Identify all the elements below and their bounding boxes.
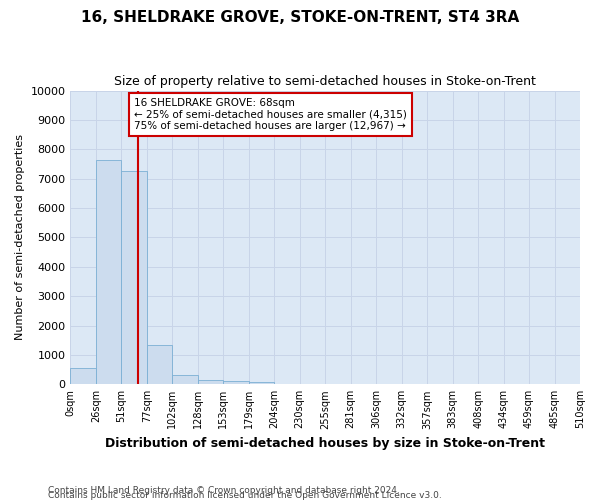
Bar [96, 160, 121, 384]
Bar [70, 368, 96, 384]
Text: Contains HM Land Registry data © Crown copyright and database right 2024.: Contains HM Land Registry data © Crown c… [48, 486, 400, 495]
Bar [198, 380, 223, 384]
X-axis label: Distribution of semi-detached houses by size in Stoke-on-Trent: Distribution of semi-detached houses by … [105, 437, 545, 450]
Bar [147, 344, 172, 385]
Y-axis label: Number of semi-detached properties: Number of semi-detached properties [15, 134, 25, 340]
Bar [249, 382, 274, 384]
Bar [121, 172, 147, 384]
Bar [223, 381, 249, 384]
Bar [172, 375, 198, 384]
Text: 16, SHELDRAKE GROVE, STOKE-ON-TRENT, ST4 3RA: 16, SHELDRAKE GROVE, STOKE-ON-TRENT, ST4… [81, 10, 519, 25]
Title: Size of property relative to semi-detached houses in Stoke-on-Trent: Size of property relative to semi-detach… [114, 75, 536, 88]
Text: 16 SHELDRAKE GROVE: 68sqm
← 25% of semi-detached houses are smaller (4,315)
75% : 16 SHELDRAKE GROVE: 68sqm ← 25% of semi-… [134, 98, 407, 131]
Text: Contains public sector information licensed under the Open Government Licence v3: Contains public sector information licen… [48, 491, 442, 500]
